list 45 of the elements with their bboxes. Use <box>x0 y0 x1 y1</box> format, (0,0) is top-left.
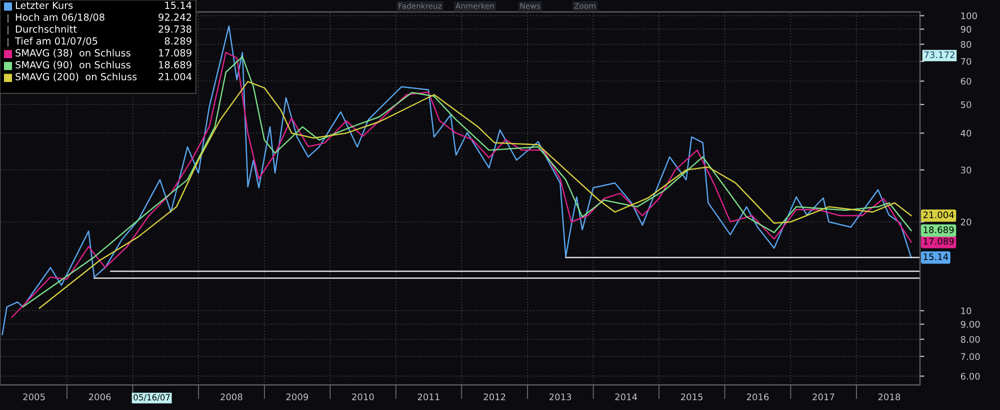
text: Hoch am 06/18/08 92.242 <box>16 13 192 22</box>
data-label: 18.689 <box>924 226 954 234</box>
legend-label: SMAVG (200) on Schluss <box>16 72 137 82</box>
y-tick-label: 30 <box>960 166 972 174</box>
x-tick-label: 2015 <box>680 393 702 400</box>
data-label: 17.089 <box>924 238 954 245</box>
y-tick-label: 20 <box>960 218 972 226</box>
text: 05/16/07 <box>134 394 170 402</box>
y-tick-label: 50 <box>960 101 972 108</box>
y-tick-label: 10 <box>961 307 972 314</box>
text: 73.172 <box>924 51 954 58</box>
text: 18.689 <box>159 61 192 68</box>
x-tick-label: 2013 <box>549 393 572 400</box>
y-tick-label: 9.00 <box>960 320 980 328</box>
data-label: 15.14 <box>924 253 948 260</box>
text: 17.089 <box>159 49 192 57</box>
legend-label: Letzter Kurs <box>16 2 73 9</box>
y-tick-label: 100 <box>961 12 977 20</box>
x-tick-label: 2018 <box>878 393 900 400</box>
x-tick-label: 2017 <box>812 393 834 400</box>
x-tick-label: 2012 <box>484 393 506 400</box>
x-tick-label: 2016 <box>746 393 769 400</box>
y-tick-label: 80 <box>960 40 972 48</box>
text: 15.14 <box>165 2 192 9</box>
y-tick-label: 6.00 <box>960 372 980 380</box>
x-tick-label: 2009 <box>286 393 308 400</box>
y-tick-label: 90 <box>960 26 972 33</box>
y-tick-label: 60 <box>960 78 972 85</box>
text: 21.004 <box>158 72 192 80</box>
x-tick-label: 2005 <box>23 393 45 400</box>
line-series <box>2 25 912 336</box>
x-tick-label: 2014 <box>615 393 638 400</box>
text: Durchschnitt 29.738 <box>16 25 192 33</box>
y-tick-label: 40 <box>960 130 972 137</box>
x-tick-label: 2010 <box>352 393 374 400</box>
x-tick-label: 2006 <box>88 393 111 400</box>
y-tick-label: 7.00 <box>961 353 980 360</box>
legend-label: SMAVG (90) on Schluss <box>16 60 130 70</box>
y-tick-label: 70 <box>961 58 972 65</box>
data-label: 21.004 <box>923 211 954 218</box>
x-tick-label: 2011 <box>418 393 440 400</box>
y-tick-label: 8.00 <box>960 336 980 343</box>
x-tick-label: 2008 <box>220 393 242 400</box>
text: Tief am 01/07/05 8.289 <box>14 37 192 46</box>
legend-label: SMAVG (38) on Schluss <box>16 49 130 58</box>
